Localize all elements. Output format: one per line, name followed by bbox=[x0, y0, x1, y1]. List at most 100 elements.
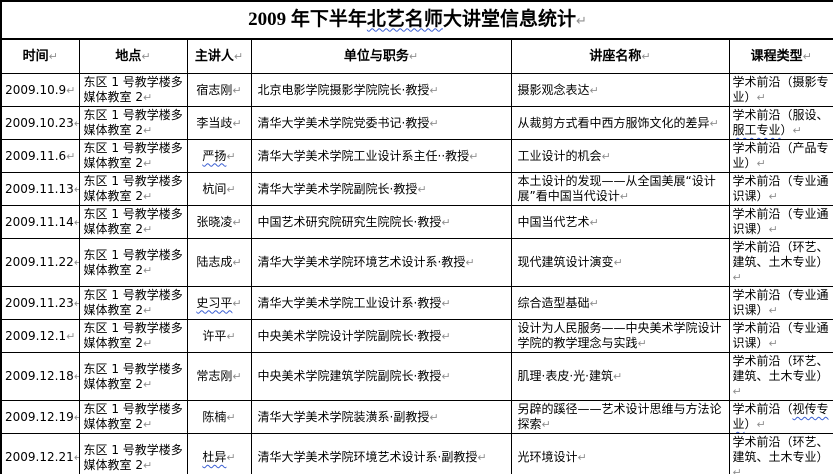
end-of-cell-mark: ↵ bbox=[232, 370, 242, 383]
end-of-cell-mark: ↵ bbox=[732, 466, 742, 474]
end-of-cell-mark: ↵ bbox=[732, 271, 742, 284]
end-of-cell-mark: ↵ bbox=[232, 83, 242, 97]
cell-speaker: 杭间↵ bbox=[186, 172, 252, 206]
end-of-cell-mark: ↵ bbox=[732, 385, 742, 398]
time-text: 2009.10.9 bbox=[5, 82, 67, 97]
cell-unit: 中央美术学院设计学院副院长·教授↵ bbox=[250, 319, 512, 353]
location-text: 东区 1 号教学楼多媒体教室 2 bbox=[83, 247, 183, 277]
cell-lecture: 从裁剪方式看中西方服饰文化的差异↵ bbox=[510, 106, 730, 140]
title-text-wavy: 北艺名师 bbox=[366, 8, 443, 30]
end-of-cell-mark: ↵ bbox=[613, 256, 623, 269]
course-text: 学术前沿（产品专业） bbox=[732, 141, 829, 170]
cell-lecture: 现代建筑设计演变↵ bbox=[510, 238, 730, 287]
location-text: 东区 1 号教学楼多媒体教室 2 bbox=[83, 321, 183, 350]
end-of-cell-mark: ↵ bbox=[232, 116, 242, 130]
end-of-cell-mark: ↵ bbox=[66, 83, 76, 97]
end-of-cell-mark: ↵ bbox=[232, 215, 242, 229]
col-header-time: 时间↵ bbox=[0, 38, 80, 74]
cell-speaker: 常志刚↵ bbox=[186, 352, 252, 401]
course-text: ） bbox=[780, 123, 793, 137]
table-row: 2009.11.22↵ 东区 1 号教学楼多媒体教室 2↵ 陆志成↵ 清华大学美… bbox=[0, 238, 833, 287]
time-text: 2009.12.18 bbox=[5, 369, 74, 383]
unit-text: 北京电影学院摄影学院院长·教授 bbox=[257, 82, 430, 97]
cell-course: 学术前沿（摄影专业）↵ bbox=[728, 73, 833, 107]
speaker-text: 张晓凌 bbox=[196, 214, 233, 229]
lecture-text: 光环境设计 bbox=[517, 450, 578, 464]
end-of-cell-mark: ↵ bbox=[226, 182, 236, 196]
table-row: 2009.11.23↵ 东区 1 号教学楼多媒体教室 2↵ 史习平↵ 清华大学美… bbox=[0, 286, 833, 320]
cell-time: 2009.11.6↵ bbox=[0, 139, 80, 173]
end-of-cell-mark: ↵ bbox=[226, 451, 236, 464]
table-row: 2009.12.18↵ 东区 1 号教学楼多媒体教室 2↵ 常志刚↵ 中央美术学… bbox=[0, 352, 833, 401]
cell-unit: 清华大学美术学院副院长·教授↵ bbox=[250, 172, 512, 206]
cell-course: 学术前沿（产品专业）↵ bbox=[728, 139, 833, 173]
end-of-cell-mark: ↵ bbox=[142, 223, 153, 236]
cell-speaker: 陈楠↵ bbox=[186, 400, 252, 434]
course-text: 学术前沿（ bbox=[732, 402, 793, 416]
course-text: 学术前沿（服设、 bbox=[732, 108, 829, 122]
unit-text: 清华大学美术学院工业设计系·教授 bbox=[257, 295, 442, 310]
cell-course: 学术前沿（专业通识课）↵ bbox=[728, 319, 833, 353]
unit-text: 中国艺术研究院研究生院院长·教授 bbox=[257, 214, 442, 229]
cell-unit: 北京电影学院摄影学院院长·教授↵ bbox=[250, 73, 512, 107]
end-of-cell-mark: ↵ bbox=[756, 418, 766, 431]
table-row: 2009.11.6↵ 东区 1 号教学楼多媒体教室 2↵ 严扬↵ 清华大学美术学… bbox=[0, 139, 833, 173]
cell-speaker: 许平↵ bbox=[186, 319, 252, 353]
speaker-text-wavy: 杜异 bbox=[202, 450, 227, 464]
end-of-cell-mark: ↵ bbox=[768, 223, 778, 236]
cell-course: 学术前沿（环艺、建筑、土木专业） ↵ bbox=[728, 238, 833, 287]
cell-lecture: 摄影观念表达↵ bbox=[510, 73, 730, 107]
cell-time: 2009.12.18↵ bbox=[0, 352, 80, 401]
end-of-cell-mark: ↵ bbox=[141, 50, 151, 63]
end-of-cell-mark: ↵ bbox=[74, 117, 78, 130]
end-of-cell-mark: ↵ bbox=[768, 190, 778, 203]
cell-unit: 中国艺术研究院研究生院院长·教授↵ bbox=[250, 205, 512, 239]
speaker-text-wavy: 史习平 bbox=[196, 295, 233, 310]
lecture-text: 另辟的蹊径——艺术设计思维与方法论探索 bbox=[517, 402, 722, 431]
cell-unit: 中央美术学院建筑学院副院长·教授↵ bbox=[250, 352, 512, 401]
end-of-cell-mark: ↵ bbox=[429, 410, 439, 424]
cell-time: 2009.11.23↵ bbox=[0, 286, 80, 320]
end-of-cell-mark: ↵ bbox=[441, 296, 451, 310]
header-label: 主讲人 bbox=[194, 49, 234, 64]
header-label: 时间 bbox=[22, 49, 49, 64]
end-of-cell-mark: ↵ bbox=[575, 13, 587, 29]
cell-speaker: 史习平↵ bbox=[186, 286, 252, 320]
end-of-cell-mark: ↵ bbox=[441, 329, 451, 343]
location-text: 东区 1 号教学楼多媒体教室 2 bbox=[83, 108, 183, 137]
cell-location: 东区 1 号教学楼多媒体教室 2↵ bbox=[78, 106, 188, 140]
cell-unit: 清华大学美术学院党委书记·教授↵ bbox=[250, 106, 512, 140]
end-of-cell-mark: ↵ bbox=[756, 91, 766, 104]
location-text: 东区 1 号教学楼多媒体教室 2 bbox=[83, 288, 183, 317]
end-of-cell-mark: ↵ bbox=[601, 149, 611, 163]
course-text: 学术前沿（环艺、建筑、土木专业） bbox=[732, 240, 829, 269]
speaker-text: 陈楠 bbox=[202, 409, 227, 424]
unit-text: 清华大学美术学院工业设计系主任··教授 bbox=[257, 148, 470, 163]
cell-course: 学术前沿（专业通识课）↵ bbox=[728, 286, 833, 320]
cell-location: 东区 1 号教学楼多媒体教室 2↵ bbox=[78, 319, 188, 353]
lecture-text: 从裁剪方式看中西方服饰文化的差异 bbox=[517, 115, 710, 130]
cell-lecture: 肌理·表皮·光·建筑↵ bbox=[510, 352, 730, 401]
cell-course: 学术前沿（服设、服工专业）↵ bbox=[728, 106, 833, 140]
end-of-cell-mark: ↵ bbox=[142, 190, 153, 203]
table-row: 2009.12.19↵ 东区 1 号教学楼多媒体教室 2↵ 陈楠↵ 清华大学美术… bbox=[0, 400, 833, 434]
course-text: 学术前沿（环艺、建筑、土木专业） bbox=[732, 354, 829, 383]
end-of-cell-mark: ↵ bbox=[441, 370, 451, 383]
cell-location: 东区 1 号教学楼多媒体教室 2↵ bbox=[78, 73, 188, 107]
end-of-cell-mark: ↵ bbox=[441, 215, 451, 229]
cell-lecture: 光环境设计↵ bbox=[510, 433, 730, 474]
speaker-text-wavy: 严扬 bbox=[202, 148, 227, 163]
time-text: 2009.11.6 bbox=[5, 148, 67, 163]
cell-location: 东区 1 号教学楼多媒体教室 2↵ bbox=[78, 352, 188, 401]
cell-lecture: 综合造型基础↵ bbox=[510, 286, 730, 320]
cell-lecture: 工业设计的机会↵ bbox=[510, 139, 730, 173]
end-of-cell-mark: ↵ bbox=[429, 83, 439, 97]
end-of-cell-mark: ↵ bbox=[142, 458, 153, 472]
end-of-cell-mark: ↵ bbox=[142, 304, 153, 317]
location-text: 东区 1 号教学楼多媒体教室 2 bbox=[83, 75, 183, 104]
lecture-text: 肌理·表皮·光·建筑 bbox=[517, 369, 613, 383]
cell-course: 学术前沿（专业通识课）↵ bbox=[728, 205, 833, 239]
title-row: 2009 年下半年北艺名师大讲堂信息统计↵ bbox=[0, 0, 833, 40]
end-of-cell-mark: ↵ bbox=[142, 91, 153, 104]
end-of-cell-mark: ↵ bbox=[142, 124, 153, 137]
